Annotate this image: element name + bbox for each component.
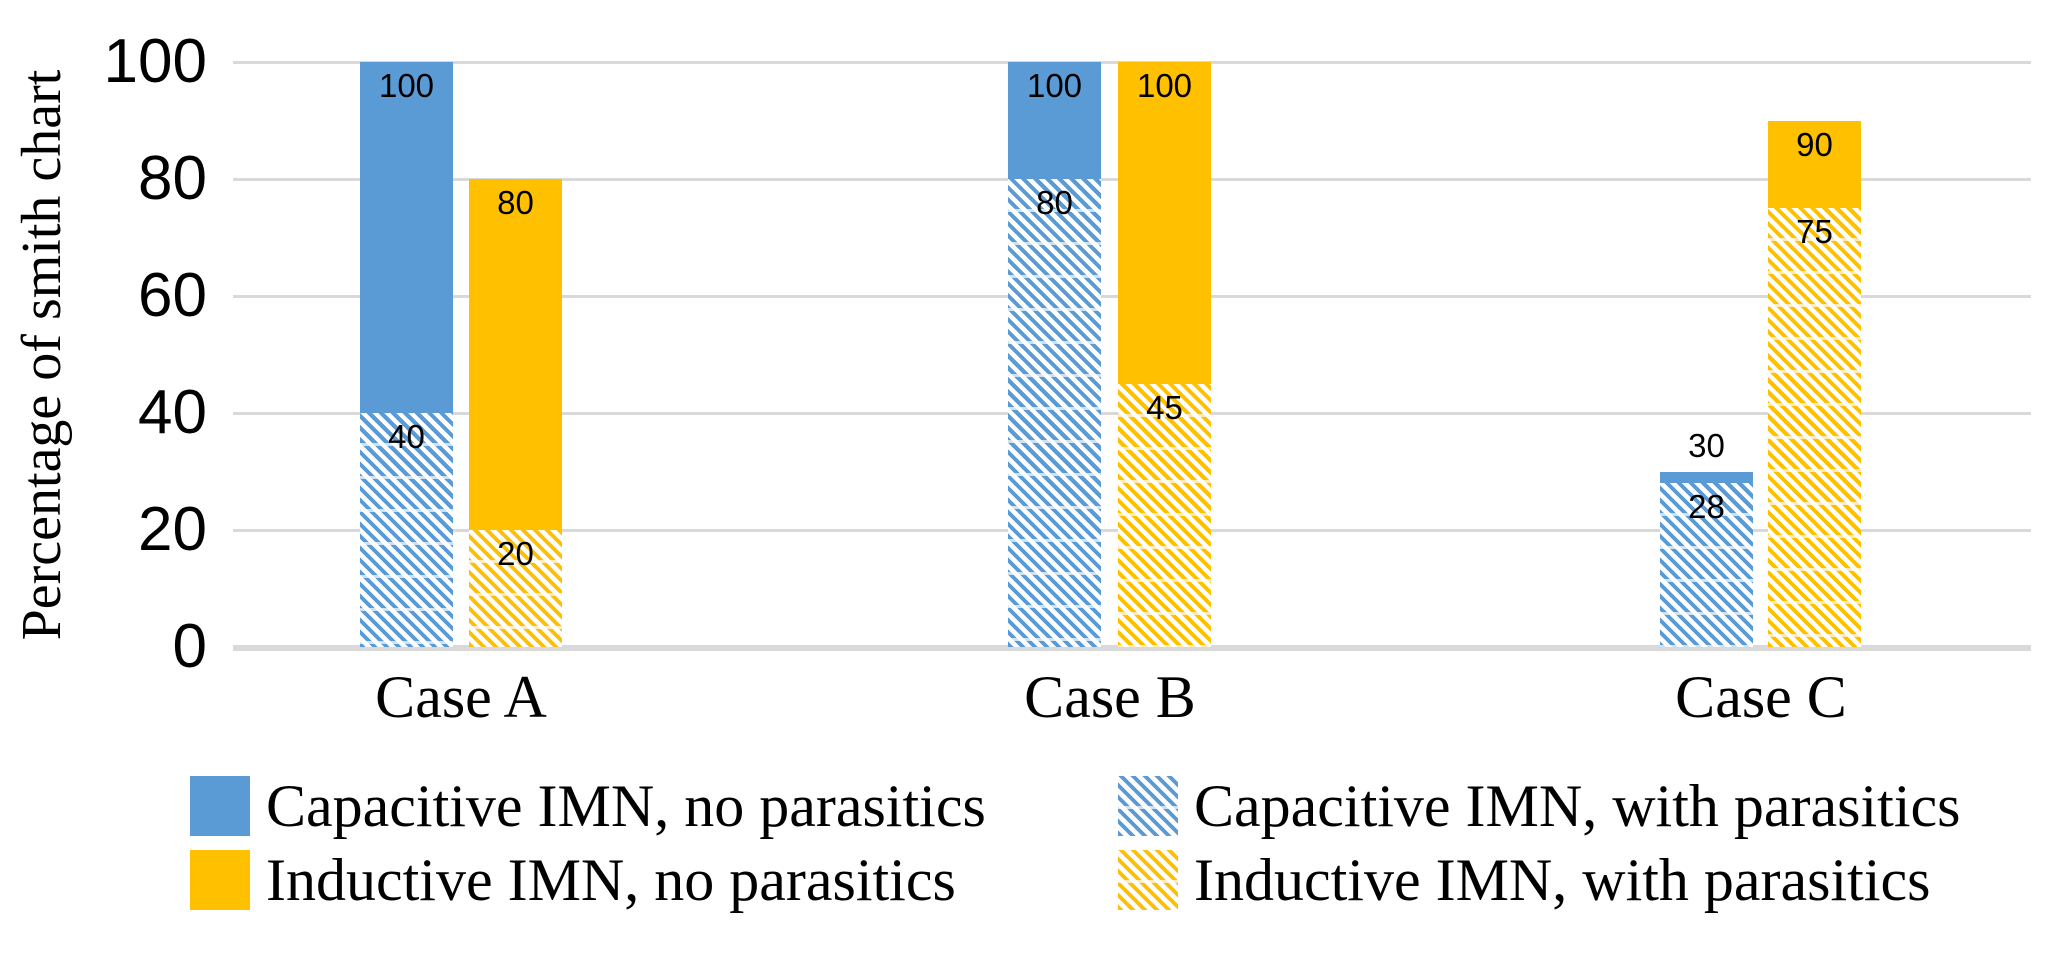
- bar-case-c-capacitive-imn-with-parasitics: [1660, 483, 1753, 647]
- legend-label-capacitive-imn-with-parasitics: Capacitive IMN, with parasitics: [1194, 773, 1961, 839]
- y-tick-60: 60: [138, 261, 207, 330]
- bar-case-b-capacitive-imn-with-parasitics: [1008, 179, 1101, 647]
- legend-item-capacitive-imn-with-parasitics: Capacitive IMN, with parasitics: [1118, 775, 1960, 837]
- legend-label-capacitive-imn-no-parasitics: Capacitive IMN, no parasitics: [266, 773, 986, 839]
- value-label-case-a-capacitive-imn-with-parasitics: 40: [388, 418, 425, 455]
- y-tick-80: 80: [138, 144, 207, 213]
- legend-item-capacitive-imn-no-parasitics: Capacitive IMN, no parasitics: [190, 775, 986, 837]
- value-label-case-b-capacitive-imn-with-parasitics: 80: [1036, 184, 1073, 221]
- value-label-case-c-capacitive-imn-with-parasitics: 28: [1688, 488, 1725, 526]
- x-category-label-case-a: Case A: [375, 664, 547, 730]
- value-label-case-a-inductive-imn-with-parasitics: 20: [497, 535, 534, 572]
- bar-case-b-inductive-imn-with-parasitics: [1118, 383, 1211, 647]
- legend-item-inductive-imn-with-parasitics: Inductive IMN, with parasitics: [1118, 849, 1931, 911]
- value-label-case-b-inductive-imn-with-parasitics: 45: [1146, 388, 1183, 426]
- y-tick-20: 20: [138, 495, 207, 564]
- x-category-label-case-c: Case C: [1675, 664, 1847, 730]
- value-label-case-b-inductive-imn-no-parasitics: 100: [1136, 67, 1193, 104]
- bar-case-b-inductive-imn-no-parasitics: [1118, 62, 1211, 647]
- y-tick-100: 100: [103, 27, 207, 96]
- bar-case-a-inductive-imn-no-parasitics: [469, 179, 562, 647]
- legend-swatch-inductive-imn-no-parasitics: [190, 850, 250, 910]
- x-axis-line: [233, 645, 2031, 651]
- x-category-label-case-b: Case B: [1024, 664, 1196, 730]
- value-label-case-a-inductive-imn-no-parasitics: 80: [497, 184, 534, 221]
- y-tick-40: 40: [138, 378, 207, 447]
- value-label-case-c-inductive-imn-with-parasitics: 75: [1796, 213, 1833, 251]
- bar-case-c-inductive-imn-with-parasitics: [1768, 208, 1861, 647]
- y-tick-0: 0: [172, 612, 207, 681]
- legend-item-inductive-imn-no-parasitics: Inductive IMN, no parasitics: [190, 849, 956, 911]
- bar-case-c-capacitive-imn-no-parasitics: [1660, 471, 1753, 647]
- legend-swatch-capacitive-imn-with-parasitics: [1118, 776, 1178, 836]
- value-label-case-c-capacitive-imn-no-parasitics: 30: [1688, 426, 1725, 464]
- value-label-case-b-capacitive-imn-no-parasitics: 100: [1026, 67, 1083, 104]
- bar-case-a-inductive-imn-with-parasitics: [469, 530, 562, 647]
- bar-case-a-capacitive-imn-with-parasitics: [360, 413, 453, 647]
- legend-label-inductive-imn-with-parasitics: Inductive IMN, with parasitics: [1194, 847, 1931, 913]
- legend-swatch-capacitive-imn-no-parasitics: [190, 776, 250, 836]
- bar-case-b-capacitive-imn-no-parasitics: [1008, 62, 1101, 647]
- value-label-case-c-inductive-imn-no-parasitics: 90: [1796, 125, 1833, 163]
- bar-case-c-inductive-imn-no-parasitics: [1768, 120, 1861, 647]
- legend-label-inductive-imn-no-parasitics: Inductive IMN, no parasitics: [266, 847, 956, 913]
- bar-case-a-capacitive-imn-no-parasitics: [360, 62, 453, 647]
- legend-swatch-inductive-imn-with-parasitics: [1118, 850, 1178, 910]
- value-label-case-a-capacitive-imn-no-parasitics: 100: [378, 67, 435, 104]
